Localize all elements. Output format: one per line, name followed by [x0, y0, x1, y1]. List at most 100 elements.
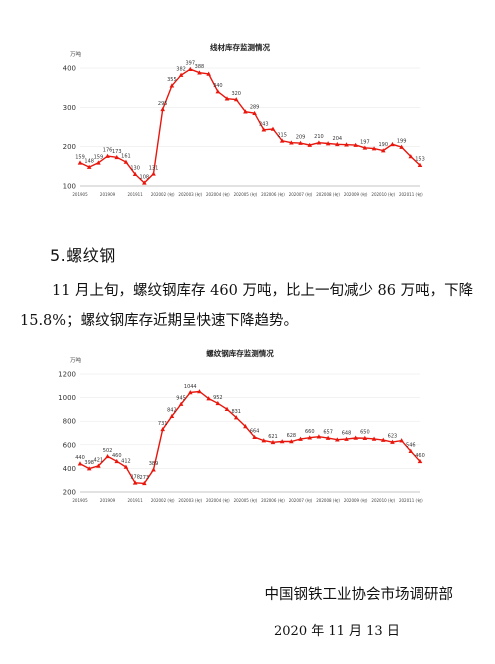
data-point	[417, 458, 423, 464]
data-label: 159	[94, 154, 104, 160]
data-point	[151, 171, 156, 176]
x-tick-label: 202005 (旬)	[234, 497, 258, 503]
data-point	[160, 426, 166, 432]
data-label: 660	[305, 429, 315, 435]
data-point	[178, 72, 184, 77]
rebar-inventory-chart: 螺纹钢库存监测情况 万吨 200 400 600 800 1000 1200 201905 201…	[50, 344, 430, 516]
data-point	[408, 154, 414, 159]
data-point	[279, 138, 285, 143]
x-tick-label: 202007 (旬)	[289, 191, 313, 197]
data-label: 161	[121, 154, 131, 160]
data-label: 215	[277, 132, 287, 138]
data-point	[289, 140, 294, 145]
data-point	[344, 142, 349, 147]
data-point	[279, 439, 285, 444]
data-point	[178, 401, 184, 406]
data-label: 320	[231, 91, 241, 97]
y-tick-label: 300	[63, 104, 76, 112]
data-label: 131	[149, 165, 159, 171]
data-point	[270, 439, 276, 445]
data-point	[169, 83, 175, 88]
data-label: 382	[176, 67, 186, 73]
data-point	[96, 463, 101, 468]
data-point	[270, 126, 276, 131]
y-tick-label: 400	[63, 65, 76, 73]
x-tick-label: 202008 (旬)	[316, 497, 340, 503]
data-point	[77, 160, 83, 165]
data-point	[132, 171, 138, 176]
data-point	[298, 436, 303, 441]
data-point	[123, 464, 129, 469]
data-label: 398	[84, 460, 94, 466]
data-label: 243	[259, 121, 269, 127]
data-label: 628	[287, 433, 297, 439]
chart-title: 螺纹钢库存监测情况	[206, 348, 274, 358]
chart-title: 线材库存监测情况	[210, 42, 270, 52]
data-label: 355	[167, 77, 177, 83]
x-tick-label: 201909	[100, 498, 116, 503]
data-label: 440	[75, 455, 85, 461]
data-point	[289, 439, 294, 444]
data-label: 546	[406, 443, 416, 449]
data-point	[105, 153, 110, 158]
data-point	[334, 141, 340, 147]
x-tick-label: 202009 (旬)	[344, 191, 368, 197]
data-point	[252, 434, 257, 440]
data-point	[390, 439, 395, 444]
data-point	[399, 438, 404, 443]
data-point	[307, 142, 313, 147]
section-paragraph: 11 月上旬，螺纹钢库存 460 万吨，比上一旬减少 86 万吨，下降 15.8…	[20, 283, 474, 329]
data-point	[325, 141, 331, 146]
data-point	[362, 435, 368, 440]
data-point	[371, 436, 377, 441]
y-tick-label: 100	[63, 183, 76, 191]
x-tick-label: 201905	[72, 192, 88, 197]
data-point	[353, 435, 358, 440]
data-point	[380, 148, 386, 153]
data-point	[390, 141, 395, 147]
data-point	[206, 396, 211, 401]
data-label: 952	[213, 395, 223, 401]
data-point	[325, 435, 331, 440]
wire-rod-inventory-chart: 线材库存监测情况 万吨 100 200 300 400 201905 201909 201911…	[50, 38, 430, 210]
x-tick-label: 202003 (旬)	[178, 191, 202, 197]
data-point	[224, 96, 230, 101]
data-point	[86, 164, 92, 169]
y-tick-label: 800	[63, 418, 76, 426]
data-label: 340	[213, 83, 223, 89]
series-line	[79, 390, 421, 485]
report-date: 2020 年 11 月 13 日	[274, 624, 400, 639]
data-point	[197, 389, 202, 394]
data-label: 176	[103, 148, 113, 154]
x-tick-label: 202009 (旬)	[344, 497, 368, 503]
x-tick-label: 202010 (旬)	[371, 497, 395, 503]
x-tick-label: 201909	[100, 192, 116, 197]
data-label: 421	[94, 457, 104, 463]
data-point	[243, 423, 248, 429]
data-point	[197, 70, 202, 75]
data-label: 273	[140, 475, 150, 481]
data-point	[261, 438, 267, 443]
data-point	[215, 89, 221, 94]
data-label: 153	[415, 157, 425, 163]
data-label: 173	[112, 149, 122, 155]
data-label: 159	[75, 154, 85, 160]
y-axis-unit-label: 万吨	[70, 50, 82, 58]
data-point	[142, 180, 147, 185]
data-point	[298, 140, 303, 145]
x-tick-label: 202007 (旬)	[289, 497, 313, 503]
data-label: 204	[333, 136, 343, 142]
x-tick-label: 202006 (旬)	[261, 191, 285, 197]
x-tick-label: 201911	[127, 192, 143, 197]
data-point	[408, 448, 414, 453]
data-point	[224, 406, 230, 411]
data-point	[132, 480, 138, 485]
data-label: 731	[158, 421, 168, 427]
organization-name: 中国钢铁工业协会市场调研部	[264, 587, 454, 603]
x-tick-label: 202002 (旬)	[151, 497, 175, 503]
data-point	[261, 127, 267, 132]
data-label: 289	[250, 105, 260, 111]
data-label: 190	[378, 142, 388, 148]
